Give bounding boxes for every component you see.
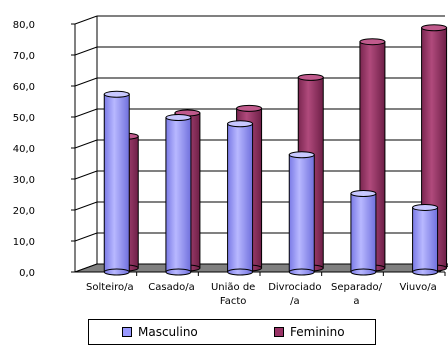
bar-masculino-4 (350, 190, 377, 276)
bar-masculino-0-top (103, 90, 130, 98)
x-tick-label: Solteiro/a (86, 282, 134, 293)
bar-masculino-1-top (165, 114, 192, 122)
x-tick-label: União de (211, 282, 255, 293)
legend-swatch-masculino (122, 327, 132, 337)
bar-masculino-0-body (103, 93, 130, 273)
y-tick-label: 60,0 (13, 82, 35, 93)
bar-masculino-2 (227, 120, 254, 276)
x-tick-label: Separado/ (331, 282, 383, 293)
gridline-depth (74, 77, 98, 87)
bar-masculino-5-top (412, 203, 439, 211)
bar-masculino-3-bottom (288, 268, 315, 276)
gridline-depth (74, 232, 98, 242)
y-tick-label: 80,0 (13, 20, 35, 31)
bar-masculino-5-body (412, 206, 439, 273)
y-tick-label: 70,0 (13, 51, 35, 62)
bar-masculino-2-body (227, 123, 254, 273)
legend: Masculino Feminino (88, 319, 376, 345)
gridline-depth (74, 170, 98, 180)
y-tick-label: 10,0 (13, 237, 35, 248)
x-tick-label: /a (290, 296, 300, 307)
bar-masculino-1-body (165, 117, 192, 273)
y-tick-label: 30,0 (13, 175, 35, 186)
bar-masculino-2-bottom (227, 268, 254, 276)
bar-feminino-4-top (359, 38, 386, 46)
bar-masculino-1-bottom (165, 268, 192, 276)
bar-masculino-5-bottom (412, 268, 439, 276)
bar-masculino-4-top (350, 190, 377, 197)
bar-masculino-5 (412, 203, 439, 276)
gridline-depth (74, 46, 98, 56)
bar-feminino-3-top (297, 73, 324, 81)
gridline-depth (74, 139, 98, 149)
legend-label-feminino: Feminino (290, 325, 345, 339)
bar-masculino-0 (103, 90, 130, 276)
bar-masculino-3 (288, 151, 315, 276)
bar-masculino-4-body (350, 193, 377, 273)
gridline-depth (74, 201, 98, 211)
bar-masculino-0-bottom (103, 268, 130, 276)
x-tick-label: Casado/a (148, 282, 194, 293)
x-axis: Solteiro/a Casado/a União de Facto Divrociad… (86, 272, 446, 307)
x-tick-label: Viuvo/a (400, 282, 437, 293)
x-tick-label: Facto (220, 296, 247, 307)
x-tick-label: Divrociado (268, 282, 321, 293)
y-tick-label: 40,0 (13, 144, 35, 155)
bar-masculino-3-body (288, 154, 315, 273)
bar-masculino-3-top (288, 151, 315, 159)
legend-item-feminino: Feminino (274, 325, 345, 339)
bar-feminino-2-top (236, 104, 263, 112)
y-tick-label: 50,0 (13, 113, 35, 124)
gridline-depth (74, 108, 98, 118)
gridline-depth (74, 15, 98, 25)
bar-feminino-5-top (421, 24, 448, 32)
bar-masculino-1 (165, 114, 192, 276)
legend-item-masculino: Masculino (122, 325, 198, 339)
bars (103, 24, 448, 276)
legend-label-masculino: Masculino (138, 325, 198, 339)
y-tick-label: 0,0 (19, 268, 35, 279)
bar-masculino-2-top (227, 120, 254, 128)
y-tick-label: 20,0 (13, 206, 35, 217)
bar-masculino-4-bottom (350, 268, 377, 276)
x-tick-label: a (353, 296, 359, 307)
legend-swatch-feminino (274, 327, 284, 337)
y-axis: 0,0 10,0 20,0 30,0 40,0 50,0 60,0 70,0 80,0 (13, 20, 76, 279)
